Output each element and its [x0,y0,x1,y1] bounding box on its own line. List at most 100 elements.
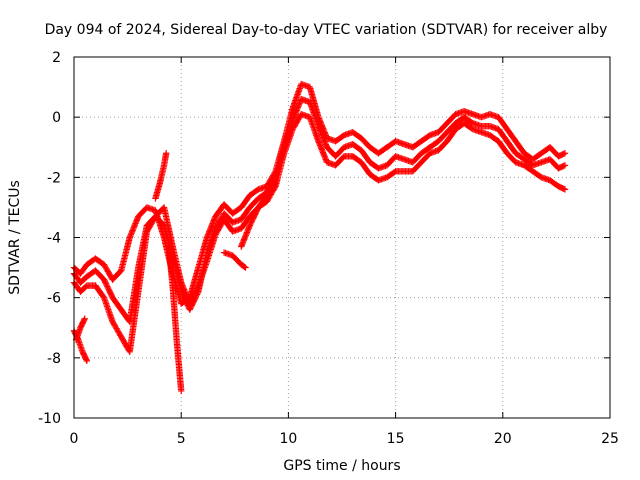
data-point [81,315,88,322]
data-point-segment [92,282,107,300]
data-point-segment [495,113,510,132]
data-point [162,150,170,157]
data-point-segment [246,187,261,199]
x-tick-label: 25 [601,431,619,447]
data-point-segment [117,235,133,274]
y-tick-label: 0 [52,110,61,126]
data-point [272,180,279,187]
data-point-segment [555,150,567,160]
data-point-segment [238,193,253,211]
data-point-segment [435,121,450,136]
data-point-segment [126,265,142,325]
data-point-segment [203,232,219,265]
data-point-segment [306,83,322,119]
data-point-segment [203,214,219,241]
data-point-segment [375,144,389,157]
data-point-segment [92,255,106,267]
data-point-segment [238,214,253,232]
data-point-segment [461,119,475,132]
data-point-segment [529,168,544,180]
data-point-segment [109,318,124,339]
data-point-segment [495,138,510,156]
data-point-segment [383,154,398,169]
data-point-segment [152,181,163,202]
data-point [561,186,569,193]
y-tick-label: 2 [52,50,61,66]
data-point-segment [461,113,475,126]
data-point-segment [521,162,535,174]
series-track-h [220,249,249,271]
data-point-segment [306,113,322,143]
data-point-segment [409,138,424,151]
data-point-segment [349,153,364,165]
data-point-segment [229,252,244,267]
data-point-segment [349,141,364,153]
data-point-segment [220,210,235,225]
y-axis-label: SDTVAR / TECUs [7,180,23,295]
x-axis-label: GPS time / hours [283,458,400,474]
y-tick-label: -6 [47,291,61,307]
data-point-segment [220,216,235,234]
data-point-segment [135,229,150,295]
data-point-segment [486,132,501,144]
data-point-segment [238,205,253,223]
data-point-segment [409,160,424,175]
data-point-segment [332,154,347,169]
x-tick-label: 0 [70,431,79,447]
data-point-segment [109,268,124,283]
data-point-segment [126,214,141,241]
data-point-segment [156,163,167,187]
data-point-segment [246,205,261,229]
data-point-segment [77,274,89,286]
data-point-segment [246,196,261,211]
y-tick-label: -2 [47,170,61,186]
data-point-segment [418,151,433,166]
x-tick-label: 20 [494,431,512,447]
data-point-segment [100,261,116,282]
data-point-segment [100,276,116,300]
data-point-segment [79,348,90,363]
data-point-segment [358,159,373,177]
data-point-segment [503,138,519,156]
grid [74,57,610,418]
data-point-segment [443,127,458,145]
data-point-segment [109,294,124,312]
data-point-segment [100,294,116,324]
data-point-segment [169,243,185,285]
data-point-segment [443,121,458,136]
data-point-segment [315,113,330,141]
data-point-segment [135,205,150,220]
data-point-segment [495,126,510,144]
data-point-segment [160,204,176,249]
series-track-a [70,80,569,307]
data-point-segment [238,223,253,250]
data-point-segment [212,217,227,238]
data-point-segment [77,283,89,295]
axis-ticks: 0 5 10 15 20 25 -10 -8 -6 -4 -2 0 2 [38,50,619,447]
data-point-segment [349,129,364,141]
data-point-segment [503,126,519,144]
data-point-segment [418,132,432,145]
data-point [83,357,91,365]
data-point-segment [332,145,347,160]
data-point-segment [435,130,450,145]
data-point-segment [238,261,248,271]
data-point-segment [169,282,180,345]
data-point-segment [332,132,347,145]
data-point-segment [315,122,330,150]
data-point-segment [503,150,518,165]
data-point-segment [165,240,176,288]
data-point-segment [77,316,88,331]
x-tick-label: 5 [177,431,186,447]
data-point-segment [435,139,450,154]
data-point-segment [229,205,244,217]
data-point-segment [409,151,424,166]
data-point-segment [383,168,398,181]
data-point-segment [546,177,561,189]
series-track-f [152,150,170,202]
data-point-segment [173,339,185,393]
y-tick-label: -8 [47,351,61,367]
data-point-segment [358,135,372,150]
chart-title: Day 094 of 2024, Sidereal Day-to-day VTE… [45,22,608,38]
